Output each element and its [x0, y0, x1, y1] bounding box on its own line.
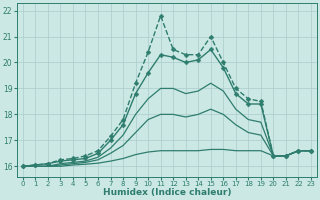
X-axis label: Humidex (Indice chaleur): Humidex (Indice chaleur)	[103, 188, 231, 197]
